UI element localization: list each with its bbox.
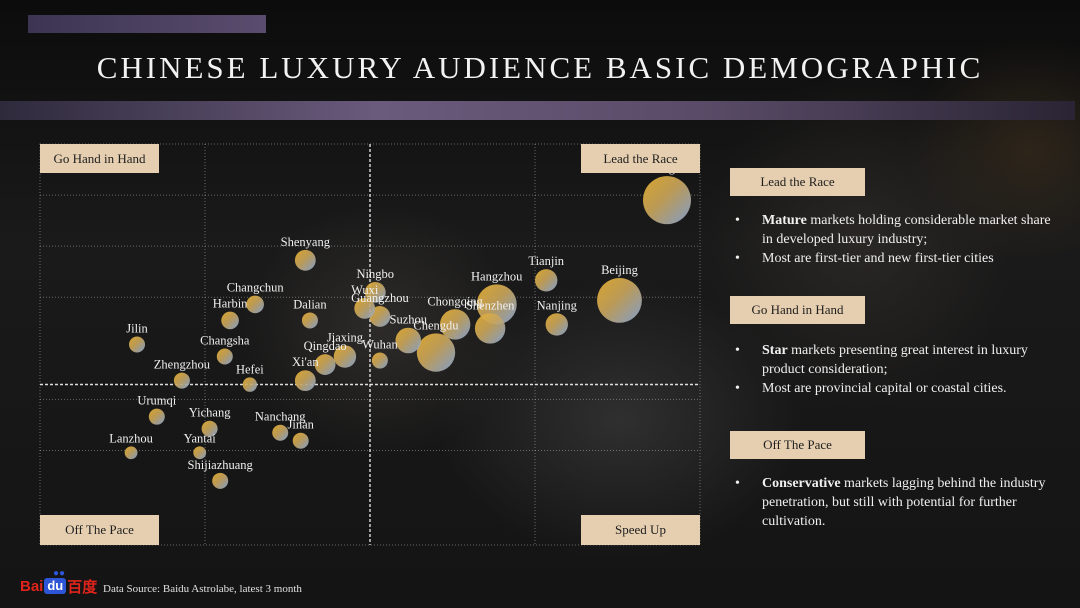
bubble-xian bbox=[294, 370, 316, 391]
bubble-yantai bbox=[193, 446, 207, 460]
logo-du-text: du bbox=[44, 578, 67, 594]
bubble-label-jiaxing: Jiaxing bbox=[327, 330, 364, 344]
baidu-logo: Bai ●● du 百度 bbox=[20, 568, 98, 598]
bubble-label-yichang: Yichang bbox=[189, 406, 231, 420]
panel-label-off-the-pace: Off The Pace bbox=[730, 431, 865, 459]
bubble-shenzhen bbox=[474, 313, 506, 344]
bubble-label-layer: ShanghaiBeijingHangzhouTianjinNanjingShe… bbox=[109, 161, 691, 472]
bubble-label-wuhan: Wuhan bbox=[362, 338, 398, 352]
bubble-changchun bbox=[246, 295, 264, 314]
paw-icon: ●● bbox=[53, 568, 66, 579]
bubble-jilin bbox=[129, 336, 146, 353]
bubble-nanjing bbox=[545, 313, 568, 336]
bubble-label-qingdao: Qingdao bbox=[304, 339, 347, 353]
bubble-layer bbox=[124, 176, 691, 489]
bubble-label-changsha: Changsha bbox=[200, 334, 250, 348]
bubble-label-chongqing: Chongqing bbox=[427, 294, 483, 308]
bubble-label-wuxi: Wuxi bbox=[351, 283, 379, 297]
bullet-text: markets presenting great interest in lux… bbox=[762, 343, 1028, 377]
bubble-chongqing bbox=[439, 309, 471, 340]
bullet-text: Most are provincial capital or coastal c… bbox=[762, 381, 1007, 396]
bubble-label-hefei: Hefei bbox=[236, 362, 264, 376]
bullet-item: Most are first-tier and new first-tier c… bbox=[735, 249, 1055, 268]
bubble-label-jinan: Jinan bbox=[288, 418, 315, 432]
bubble-dalian bbox=[301, 312, 318, 329]
bubble-label-suzhou: Suzhou bbox=[390, 313, 428, 327]
bubble-shijiazhuang bbox=[212, 472, 229, 489]
decorative-stripe-middle bbox=[0, 101, 1075, 120]
bubble-harbin bbox=[221, 311, 239, 330]
bubble-label-beijing: Beijing bbox=[601, 263, 639, 277]
page-title: CHINESE LUXURY AUDIENCE BASIC DEMOGRAPHI… bbox=[96, 50, 984, 85]
data-source-note: Data Source: Baidu Astrolabe, latest 3 m… bbox=[103, 583, 302, 595]
bubble-label-shenzhen: Shenzhen bbox=[466, 298, 515, 312]
logo-chinese-text: 百度 bbox=[67, 578, 98, 596]
bubble-wuhan bbox=[371, 352, 388, 369]
bubble-label-zhengzhou: Zhengzhou bbox=[154, 358, 211, 372]
off-the-pace-bullets: Conservative markets lagging behind the … bbox=[735, 474, 1055, 531]
bubble-tianjin bbox=[535, 269, 558, 292]
bubble-label-ningbo: Ningbo bbox=[357, 267, 395, 281]
bubble-jiaxing bbox=[333, 345, 357, 368]
bubble-label-guangzhou: Guangzhou bbox=[351, 291, 409, 305]
bubble-hefei bbox=[242, 377, 258, 392]
bubble-label-jilin: Jilin bbox=[126, 322, 148, 336]
bubble-ningbo bbox=[364, 281, 386, 303]
bubble-chengdu bbox=[416, 333, 456, 372]
bubble-changsha bbox=[216, 348, 233, 365]
bubble-label-changchun: Changchun bbox=[227, 281, 285, 295]
bubble-label-shenyang: Shenyang bbox=[281, 235, 331, 249]
bubble-label-nanchang: Nanchang bbox=[255, 410, 306, 424]
bubble-label-shijiazhuang: Shijiazhuang bbox=[188, 458, 254, 472]
bubble-urumqi bbox=[148, 408, 165, 425]
bullet-item: Star markets presenting great interest i… bbox=[735, 341, 1055, 379]
bullet-text: Most are first-tier and new first-tier c… bbox=[762, 251, 994, 266]
bullet-item: Most are provincial capital or coastal c… bbox=[735, 379, 1055, 398]
quadrant-label-top-left: Go Hand in Hand bbox=[40, 144, 159, 173]
bubble-label-lanzhou: Lanzhou bbox=[109, 431, 153, 445]
go-hand-in-hand-bullets: Star markets presenting great interest i… bbox=[735, 341, 1055, 398]
bubble-lanzhou bbox=[124, 446, 138, 460]
bullet-item: Mature markets holding considerable mark… bbox=[735, 211, 1055, 249]
bubble-nanchang bbox=[272, 424, 289, 441]
lead-the-race-bullets: Mature markets holding considerable mark… bbox=[735, 211, 1055, 268]
bubble-shenyang bbox=[294, 249, 316, 271]
bubble-label-yantai: Yantai bbox=[184, 431, 217, 445]
bullet-bold: Conservative bbox=[762, 476, 841, 491]
panel-label-go-hand-in-hand: Go Hand in Hand bbox=[730, 296, 865, 324]
bubble-label-dalian: Dalian bbox=[293, 297, 327, 311]
bullet-bold: Mature bbox=[762, 213, 807, 228]
bullet-bold: Star bbox=[762, 343, 788, 358]
bubble-label-hangzhou: Hangzhou bbox=[471, 269, 523, 283]
quadrant-label-bottom-left: Off The Pace bbox=[40, 515, 159, 545]
quadrant-label-top-right: Lead the Race bbox=[581, 144, 700, 173]
bubble-label-chengdu: Chengdu bbox=[413, 318, 459, 332]
bubble-shanghai bbox=[643, 176, 691, 225]
quadrant-label-bottom-right: Speed Up bbox=[581, 515, 700, 545]
bubble-suzhou bbox=[395, 327, 422, 354]
bubble-label-tianjin: Tianjin bbox=[528, 254, 564, 268]
bubble-zhengzhou bbox=[173, 372, 190, 389]
bubble-label-urumqi: Urumqi bbox=[137, 394, 176, 408]
bubble-yichang bbox=[201, 420, 218, 437]
bubble-wuxi bbox=[354, 298, 376, 319]
panel-label-lead-the-race: Lead the Race bbox=[730, 168, 865, 196]
decorative-stripe-top bbox=[28, 15, 266, 33]
bullet-text: markets holding considerable market shar… bbox=[762, 213, 1051, 247]
bubble-label-nanjing: Nanjing bbox=[537, 298, 578, 312]
bubble-qingdao bbox=[314, 354, 336, 375]
bubble-jinan bbox=[292, 432, 309, 449]
logo-bai-text: Bai bbox=[20, 577, 44, 595]
bullet-text: markets lagging behind the industry pene… bbox=[762, 476, 1046, 529]
bubble-label-xian: Xi'an bbox=[292, 355, 319, 369]
bubble-beijing bbox=[597, 277, 642, 323]
bullet-item: Conservative markets lagging behind the … bbox=[735, 474, 1055, 531]
bubble-label-harbin: Harbin bbox=[213, 297, 248, 311]
